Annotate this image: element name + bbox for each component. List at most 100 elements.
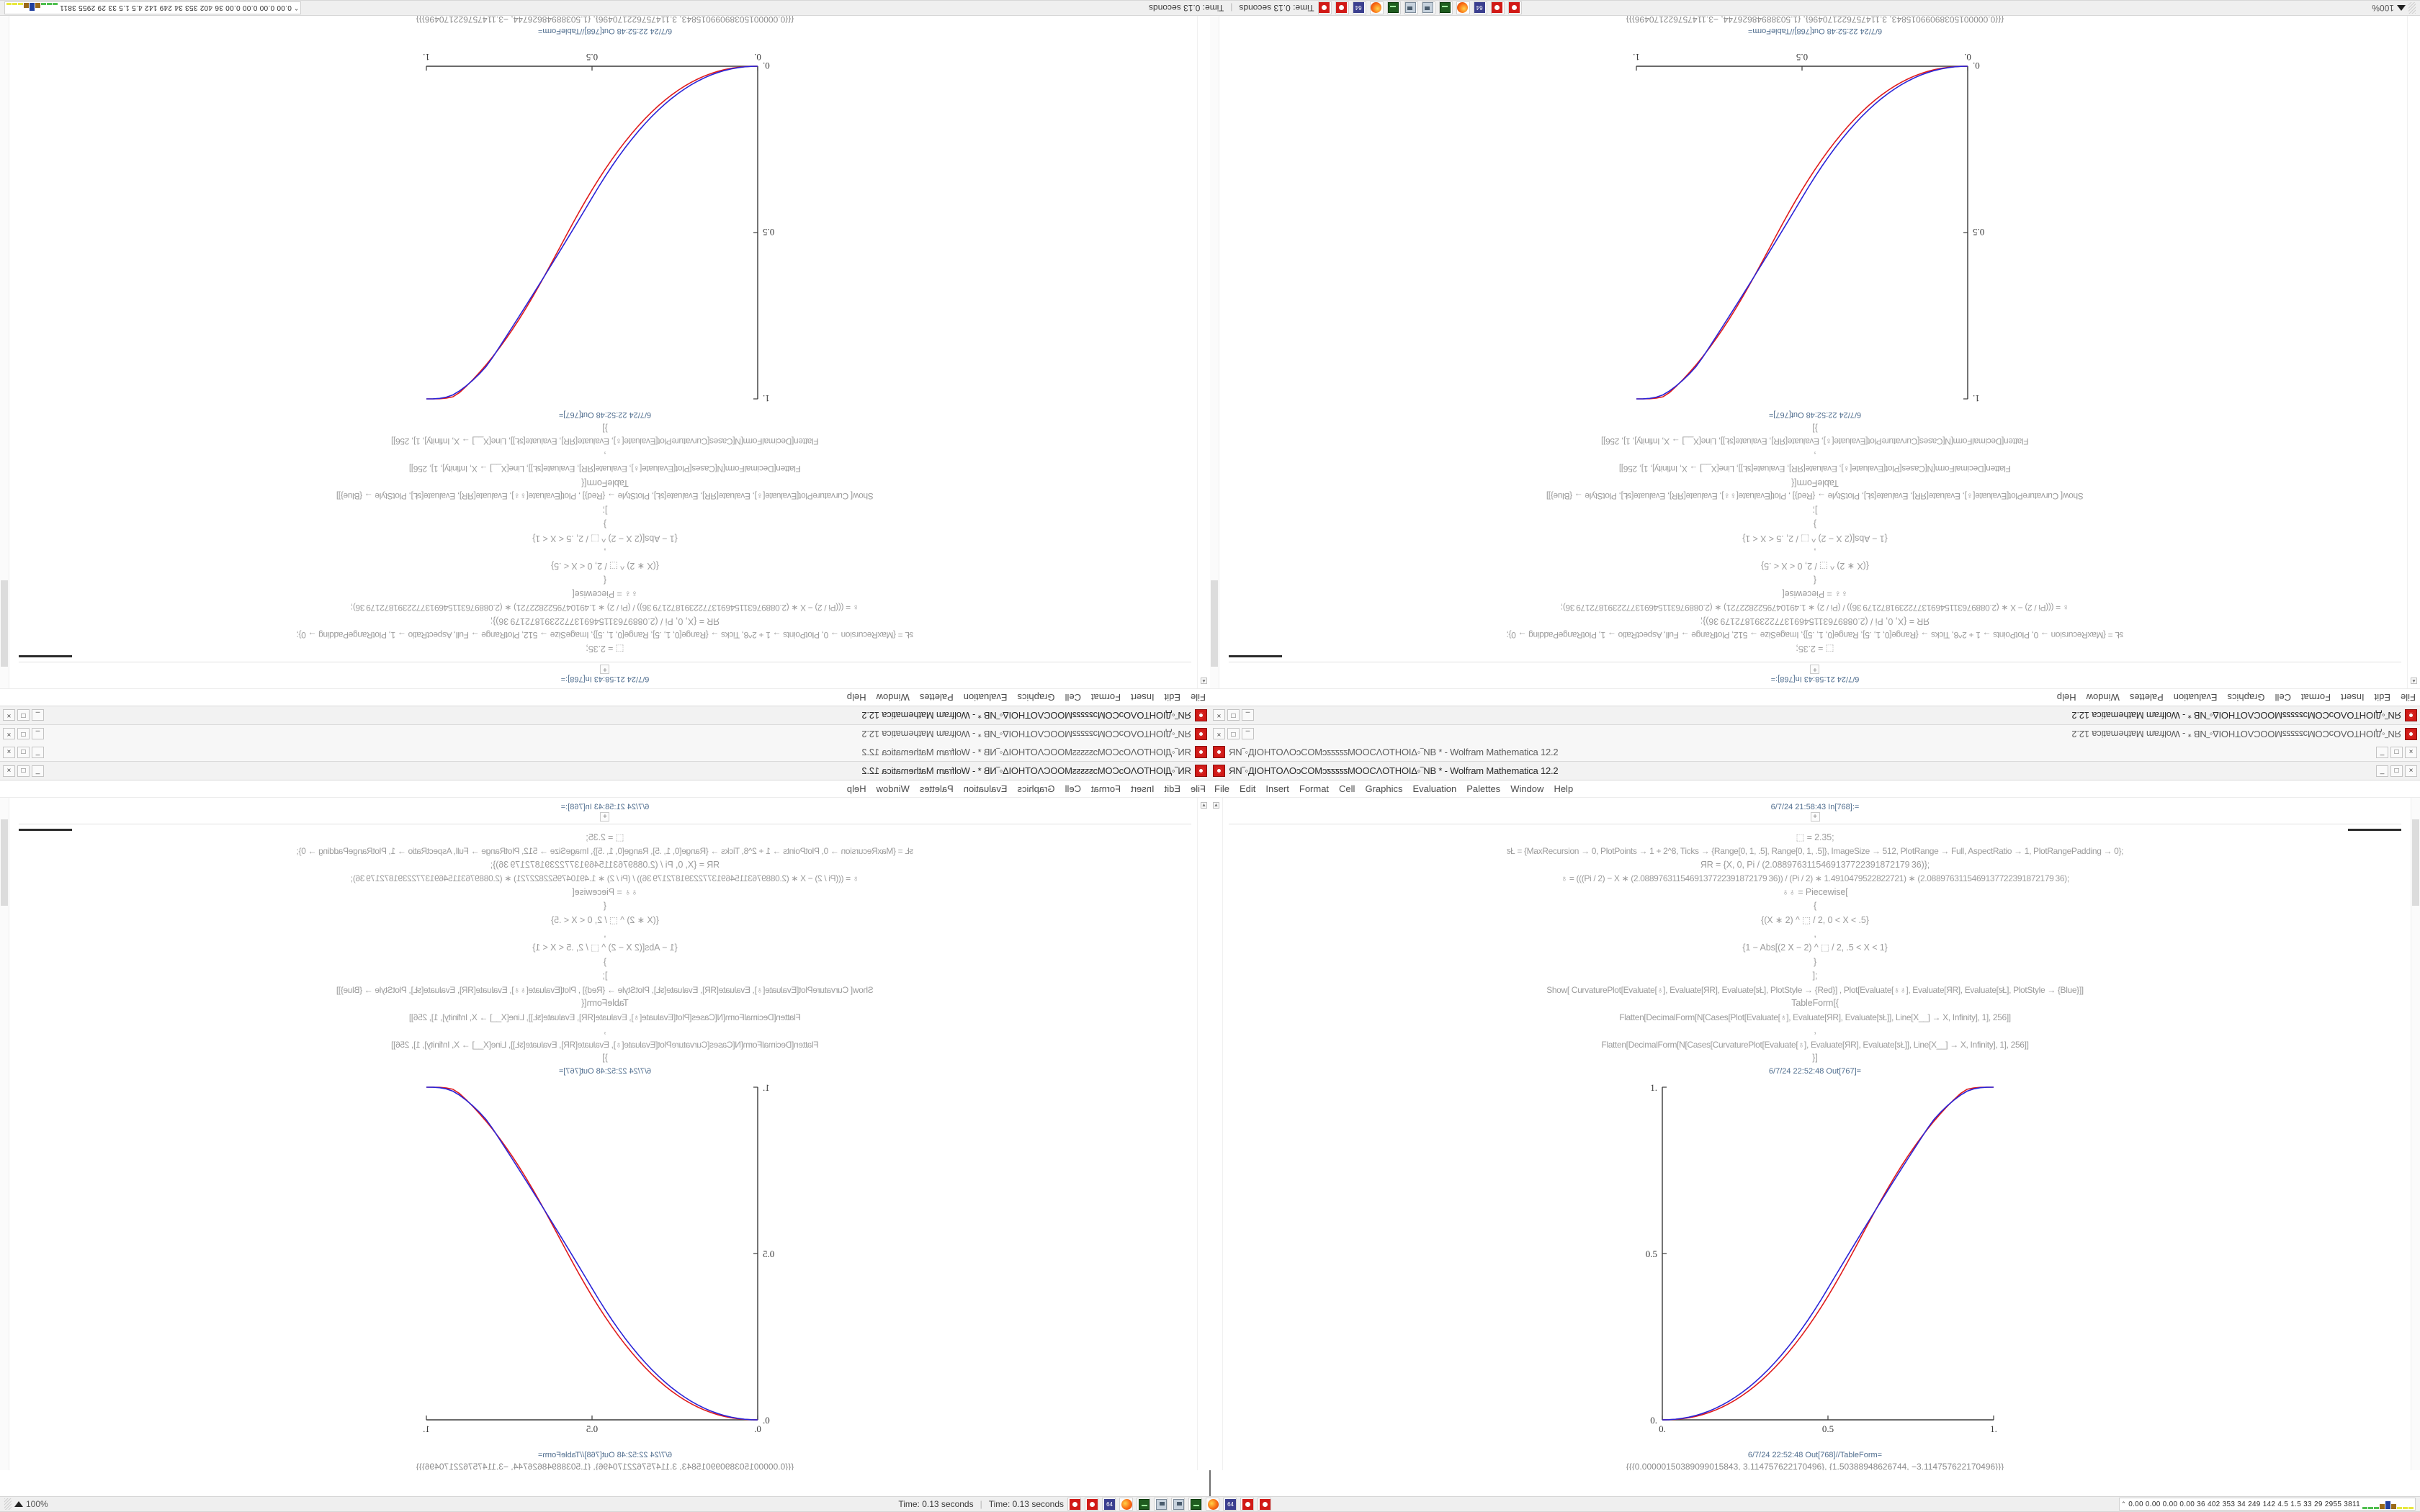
mathematica-icon[interactable] [1085,1498,1099,1511]
code-line[interactable]: ♁ = (((Pi / 2) − X ∗ (2.0889763115469137… [351,602,859,613]
scrollbar-thumb[interactable] [1,819,8,906]
maximize-button[interactable]: □ [17,728,30,740]
maximize-button[interactable]: □ [17,709,30,721]
menu-item-palettes[interactable]: Palettes [919,783,954,794]
window-titlebar[interactable]: ЯN‾◦ДIOHTOΛOɔCOMɔƽƽƽƽƽMOOCΛOTHOIΔ◦‾NB * … [1210,762,2420,780]
expand-cell-icon[interactable]: + [1810,665,1820,674]
sysmon-caret-icon[interactable]: ⌃ [2120,1500,2127,1508]
scroll-up-icon[interactable]: ▲ [1201,802,1207,809]
code-line[interactable]: ♁♁ = Piecewise[ [1782,886,1848,897]
floppy-save-icon[interactable]: 64 [1223,1498,1237,1511]
code-line[interactable]: }] [602,423,608,433]
code-line[interactable]: ⬚ = 2.35; [586,832,624,842]
code-line[interactable]: ЯR = {X, 0, Pi / (2.08897631154691377223… [1700,859,1930,870]
code-line[interactable]: , [604,1025,606,1036]
menu-item-insert[interactable]: Insert [2341,692,2365,703]
close-button[interactable]: × [1213,728,1225,740]
code-line[interactable]: ]; [1812,505,1818,516]
scrollbar-thumb[interactable] [1,580,8,667]
terminal-icon[interactable] [1137,1498,1151,1511]
close-button[interactable]: × [3,746,15,758]
notebook-window-top-right[interactable]: ЯN‾◦ДIOHTOΛOɔCOMɔƽƽƽƽƽMOOCΛOTHOIΔ◦‾NB * … [1210,16,2420,743]
code-line[interactable]: } [603,956,607,967]
scrollbar-thumb[interactable] [2412,819,2419,906]
mathematica-icon[interactable] [1490,1,1505,14]
bottom-taskbar[interactable]: 100% Time: 0.13 seconds | Time: 0.13 sec… [0,1496,2420,1512]
curvature-plot-graphic[interactable]: 0. 0.5 1. 0. 0.5 1. [1631,1080,1999,1449]
code-line[interactable]: Flatten[DecimalForm[N[Cases[CurvaturePlo… [391,436,819,447]
window-titlebar-inactive[interactable]: ЯN‾◦ДIOHTOΛOɔCOMɔƽƽƽƽƽMOOCΛOTHOIΔ◦‾NB * … [1210,724,2420,743]
maximize-button[interactable]: □ [1227,728,1240,740]
code-line[interactable]: TableForm[{ [581,477,629,488]
code-line[interactable]: , [604,546,606,557]
code-line[interactable]: Flatten[DecimalForm[N[Cases[Plot[Evaluat… [1619,464,2011,474]
menu-item-help[interactable]: Help [2056,692,2076,703]
code-line[interactable]: {1 − Abs[(2 X − 2) ^ ⬚ / 2, .5 < X < 1} [1742,942,1888,953]
menu-item-cell[interactable]: Cell [1065,783,1081,794]
code-line[interactable]: ]; [602,971,608,981]
firefox-icon[interactable] [1369,1,1384,14]
code-line[interactable]: {(X ∗ 2) ^ ⬚ / 2, 0 < X < .5} [1761,561,1869,572]
terminal-icon[interactable] [1188,1498,1203,1511]
code-line[interactable]: } [1813,956,1817,967]
menu-item-evaluation[interactable]: Evaluation [1412,783,1457,794]
code-line[interactable]: Flatten[DecimalForm[N[Cases[Plot[Evaluat… [409,1012,801,1022]
close-button[interactable]: × [2405,746,2417,758]
menu-item-graphics[interactable]: Graphics [2227,692,2265,703]
minimize-button[interactable]: _ [2376,765,2388,777]
menu-item-graphics[interactable]: Graphics [1365,783,1403,794]
taskbar-grip[interactable] [4,1498,12,1510]
menu-item-palettes[interactable]: Palettes [2129,692,2164,703]
floppy-save-icon[interactable]: 64 [1473,1,1487,14]
window-titlebar[interactable]: ЯN‾◦ДIOHTOΛOɔCOMɔƽƽƽƽƽMOOCΛOTHOIΔ◦‾NB * … [0,706,1210,724]
code-line[interactable]: { [1813,901,1817,912]
menu-item-window[interactable]: Window [1510,783,1544,794]
monitor-icon[interactable] [1171,1498,1186,1511]
window-titlebar-inactive[interactable]: ЯN‾◦ДIOHTOΛOɔCOMɔƽƽƽƽƽMOOCΛOTHOIΔ◦‾NB * … [0,743,1210,762]
code-line[interactable]: } [1813,519,1817,530]
code-line[interactable]: ƽŁ = {MaxRecursion → 0, PlotPoints → 1 +… [1506,629,2124,640]
scroll-up-icon[interactable]: ▲ [1213,802,1219,809]
minimize-button[interactable]: _ [2376,746,2388,758]
menu-item-file[interactable]: File [2401,692,2416,703]
expand-cell-icon[interactable]: + [600,812,610,822]
code-line[interactable]: Show[ CurvaturePlot[Evaluate[♁], Evaluat… [336,491,874,502]
menu-item-cell[interactable]: Cell [1339,783,1355,794]
floppy-save-icon[interactable]: 64 [1352,1,1366,14]
menu-item-evaluation[interactable]: Evaluation [2173,692,2218,703]
code-line[interactable]: ЯR = {X, 0, Pi / (2.08897631154691377223… [1700,616,1930,627]
menu-item-format[interactable]: Format [1090,783,1121,794]
floppy-save-icon[interactable]: 64 [1102,1498,1116,1511]
sysmon-caret-icon[interactable]: ⌃ [293,4,300,12]
code-line[interactable]: ЯR = {X, 0, Pi / (2.08897631154691377223… [490,859,720,870]
code-line[interactable]: TableForm[{ [1791,477,1839,488]
terminal-icon[interactable] [1386,1,1401,14]
firefox-icon[interactable] [1456,1,1470,14]
notebook-scrollbar[interactable] [0,16,9,688]
expand-cell-icon[interactable]: + [1810,812,1820,822]
code-line[interactable]: Flatten[DecimalForm[N[Cases[CurvaturePlo… [1601,1039,2029,1050]
minimize-button[interactable]: _ [32,709,44,721]
window-titlebar-inactive[interactable]: ЯN‾◦ДIOHTOΛOɔCOMɔƽƽƽƽƽMOOCΛOTHOIΔ◦‾NB * … [0,724,1210,743]
code-line[interactable]: , [604,450,606,461]
menu-item-window[interactable]: Window [876,692,910,703]
code-line[interactable]: ⬚ = 2.35; [1796,832,1834,842]
menu-item-format[interactable]: Format [1299,783,1330,794]
notebook-window-bottom-right[interactable]: ЯN‾◦ДIOHTOΛOɔCOMɔƽƽƽƽƽMOOCΛOTHOIΔ◦‾NB * … [1210,743,2420,1470]
code-line[interactable]: { [1813,575,1817,585]
maximize-button[interactable]: □ [17,765,30,777]
close-button[interactable]: × [2405,765,2417,777]
code-line[interactable]: ƽŁ = {MaxRecursion → 0, PlotPoints → 1 +… [296,846,914,857]
monitor-icon[interactable] [1154,1498,1168,1511]
minimize-button[interactable]: _ [32,746,44,758]
window-titlebar-inactive[interactable]: ЯN‾◦ДIOHTOΛOɔCOMɔƽƽƽƽƽMOOCΛOTHOIΔ◦‾NB * … [1210,743,2420,762]
notebook-scrollbar[interactable] [1210,16,1219,688]
scroll-up-icon[interactable]: ▲ [2411,678,2417,684]
curvature-plot-graphic[interactable]: 0. 0.5 1. 0. 0.5 1. [421,37,789,406]
notebook-scrollbar[interactable] [0,798,9,1470]
menu-item-edit[interactable]: Edit [2374,692,2391,703]
monitor-icon[interactable] [1421,1,1435,14]
terminal-icon[interactable] [1438,1,1453,14]
code-line[interactable]: {(X ∗ 2) ^ ⬚ / 2, 0 < X < .5} [551,914,659,925]
code-line[interactable]: ♁♁ = Piecewise[ [572,886,638,897]
